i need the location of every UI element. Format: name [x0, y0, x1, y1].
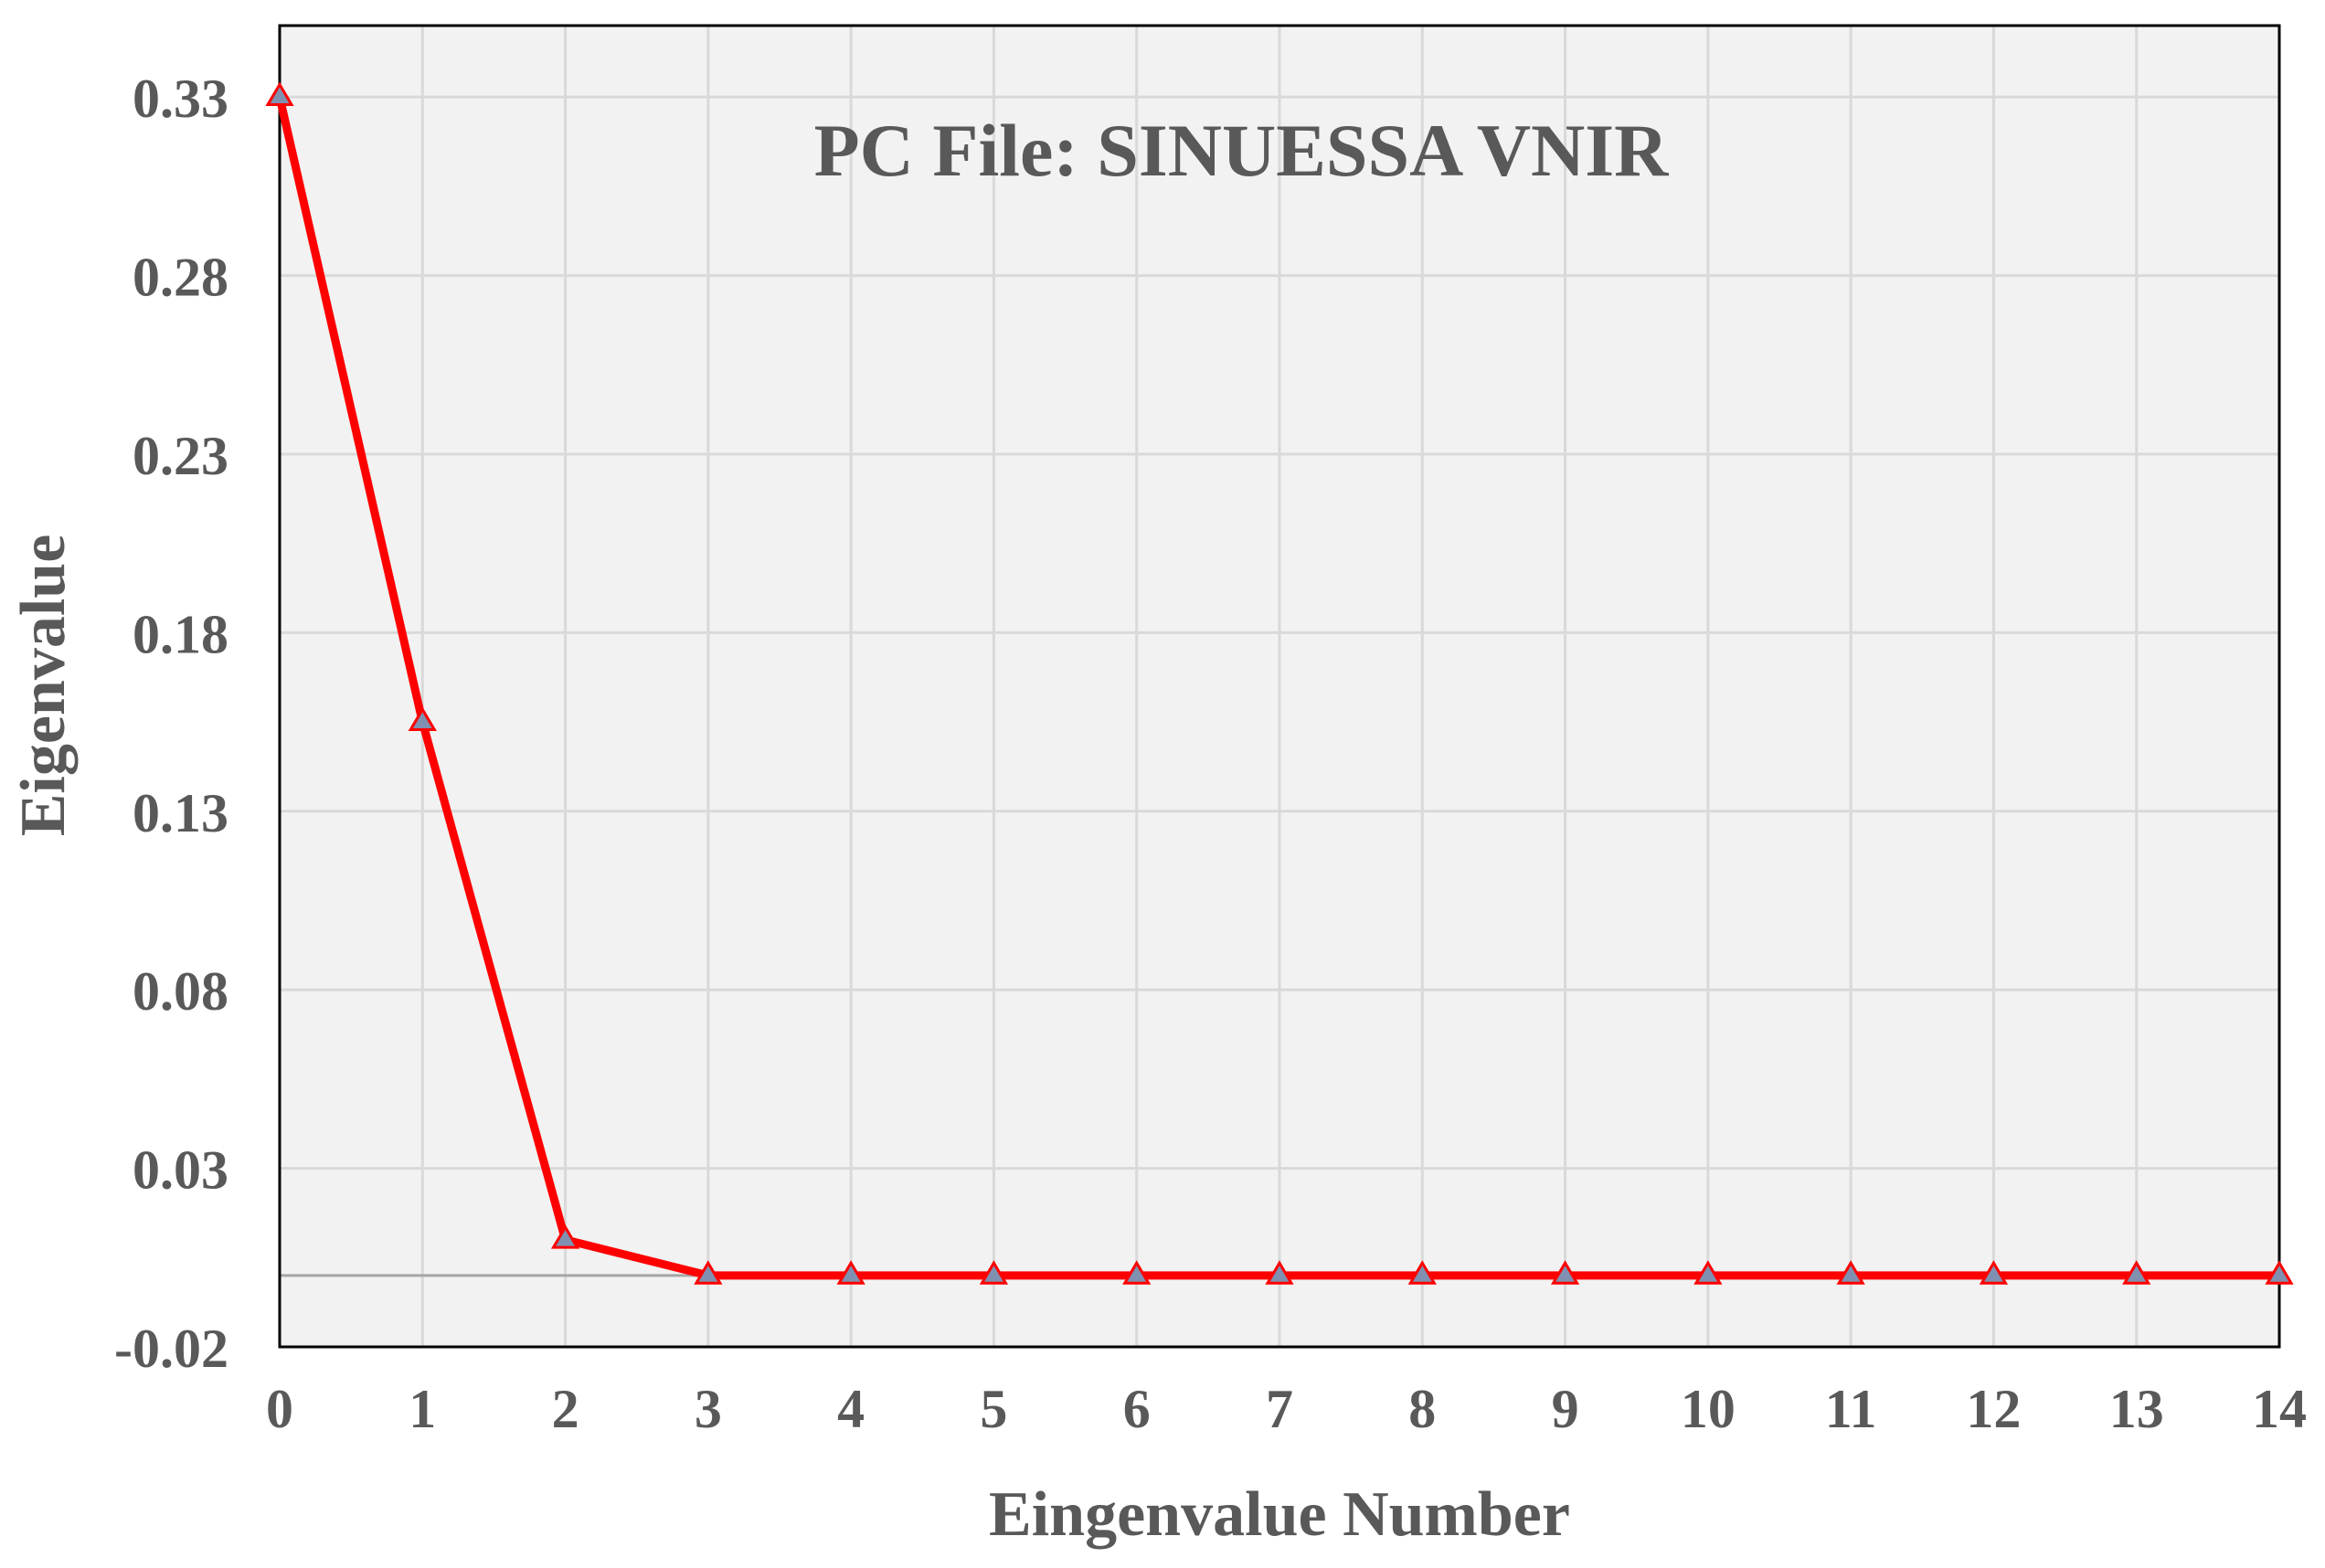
y-tick-label-4: 0.18	[133, 604, 228, 664]
y-tick-label-5: 0.23	[133, 426, 228, 486]
y-tick-labels: -0.02 0.03 0.08 0.13 0.18 0.23 0.28 0.33	[114, 69, 228, 1379]
data-point-12	[1979, 1260, 2009, 1285]
x-tick-label-6: 6	[1123, 1379, 1151, 1439]
data-point-3	[694, 1260, 723, 1285]
data-point-10	[1693, 1260, 1723, 1285]
chart-title: PC File: SINUESSA VNIR	[814, 109, 1670, 192]
y-tick-label-6: 0.28	[133, 248, 228, 308]
x-tick-label-0: 0	[266, 1379, 293, 1439]
plot-border	[278, 24, 2281, 1349]
data-point-8	[1407, 1260, 1437, 1285]
y-tick-label-1: 0.03	[133, 1140, 228, 1201]
y-tick-label-2: 0.08	[133, 961, 228, 1022]
y-tick-label-3: 0.13	[133, 783, 228, 843]
y-tick-label-0: -0.02	[114, 1319, 228, 1379]
data-point-9	[1550, 1260, 1580, 1285]
data-point-11	[1836, 1260, 1865, 1285]
x-axis-title: Eingenvalue Number	[989, 1479, 1570, 1550]
data-point-7	[1265, 1260, 1294, 1285]
data-point-14	[2265, 1260, 2294, 1285]
x-tick-label-11: 11	[1825, 1379, 1877, 1439]
y-axis-title: Eigenvalue	[8, 535, 79, 837]
y-tick-label-7: 0.33	[133, 69, 228, 129]
data-point-2	[550, 1224, 580, 1249]
series-layer	[265, 81, 2294, 1285]
data-point-5	[979, 1260, 1009, 1285]
x-tick-label-1: 1	[409, 1379, 436, 1439]
data-point-6	[1122, 1260, 1152, 1285]
x-tick-label-5: 5	[980, 1379, 1007, 1439]
x-tick-label-7: 7	[1266, 1379, 1293, 1439]
data-point-0	[265, 81, 294, 107]
x-tick-labels: 0 1 2 3 4 5 6 7 8 9 10 11 12 13 14	[266, 1379, 2307, 1439]
x-tick-label-13: 13	[2109, 1379, 2164, 1439]
x-tick-label-14: 14	[2252, 1379, 2307, 1439]
x-tick-label-8: 8	[1408, 1379, 1436, 1439]
data-point-4	[836, 1260, 865, 1285]
x-tick-label-2: 2	[552, 1379, 579, 1439]
x-tick-label-12: 12	[1966, 1379, 2021, 1439]
x-tick-label-4: 4	[837, 1379, 865, 1439]
data-point-1	[408, 706, 437, 731]
x-tick-label-10: 10	[1681, 1379, 1736, 1439]
x-tick-label-3: 3	[695, 1379, 722, 1439]
data-point-13	[2122, 1260, 2151, 1285]
x-tick-label-9: 9	[1552, 1379, 1579, 1439]
